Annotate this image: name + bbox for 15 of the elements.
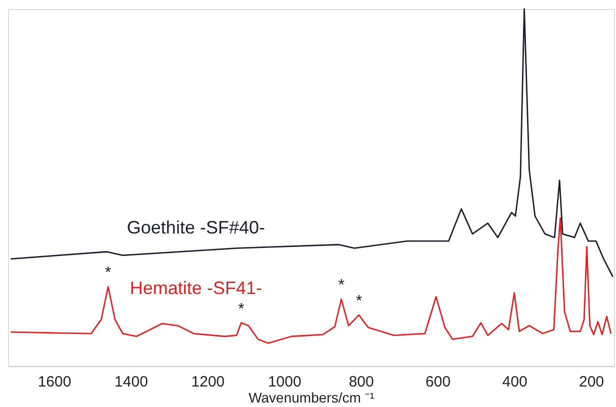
x-tick-label: 200 [578,374,604,390]
annotation: * [356,292,362,310]
x-tick-label: 600 [426,374,451,390]
annotation: * [238,300,244,318]
x-tick-label: 1400 [114,374,148,390]
x-tick-label: 800 [348,374,374,390]
x-tick-label: 1200 [191,374,225,390]
x-tick-label: 1000 [268,374,302,390]
series-label: Hematite -SF41- [130,278,262,298]
annotation: * [104,264,112,282]
x-axis-title: Wavenumbers/cm ⁻¹ [248,390,375,406]
x-tick-label: 400 [502,374,528,390]
series-label: Goethite -SF#40- [126,218,265,238]
x-tick-label: 1600 [38,374,72,390]
annotation: * [338,277,344,294]
